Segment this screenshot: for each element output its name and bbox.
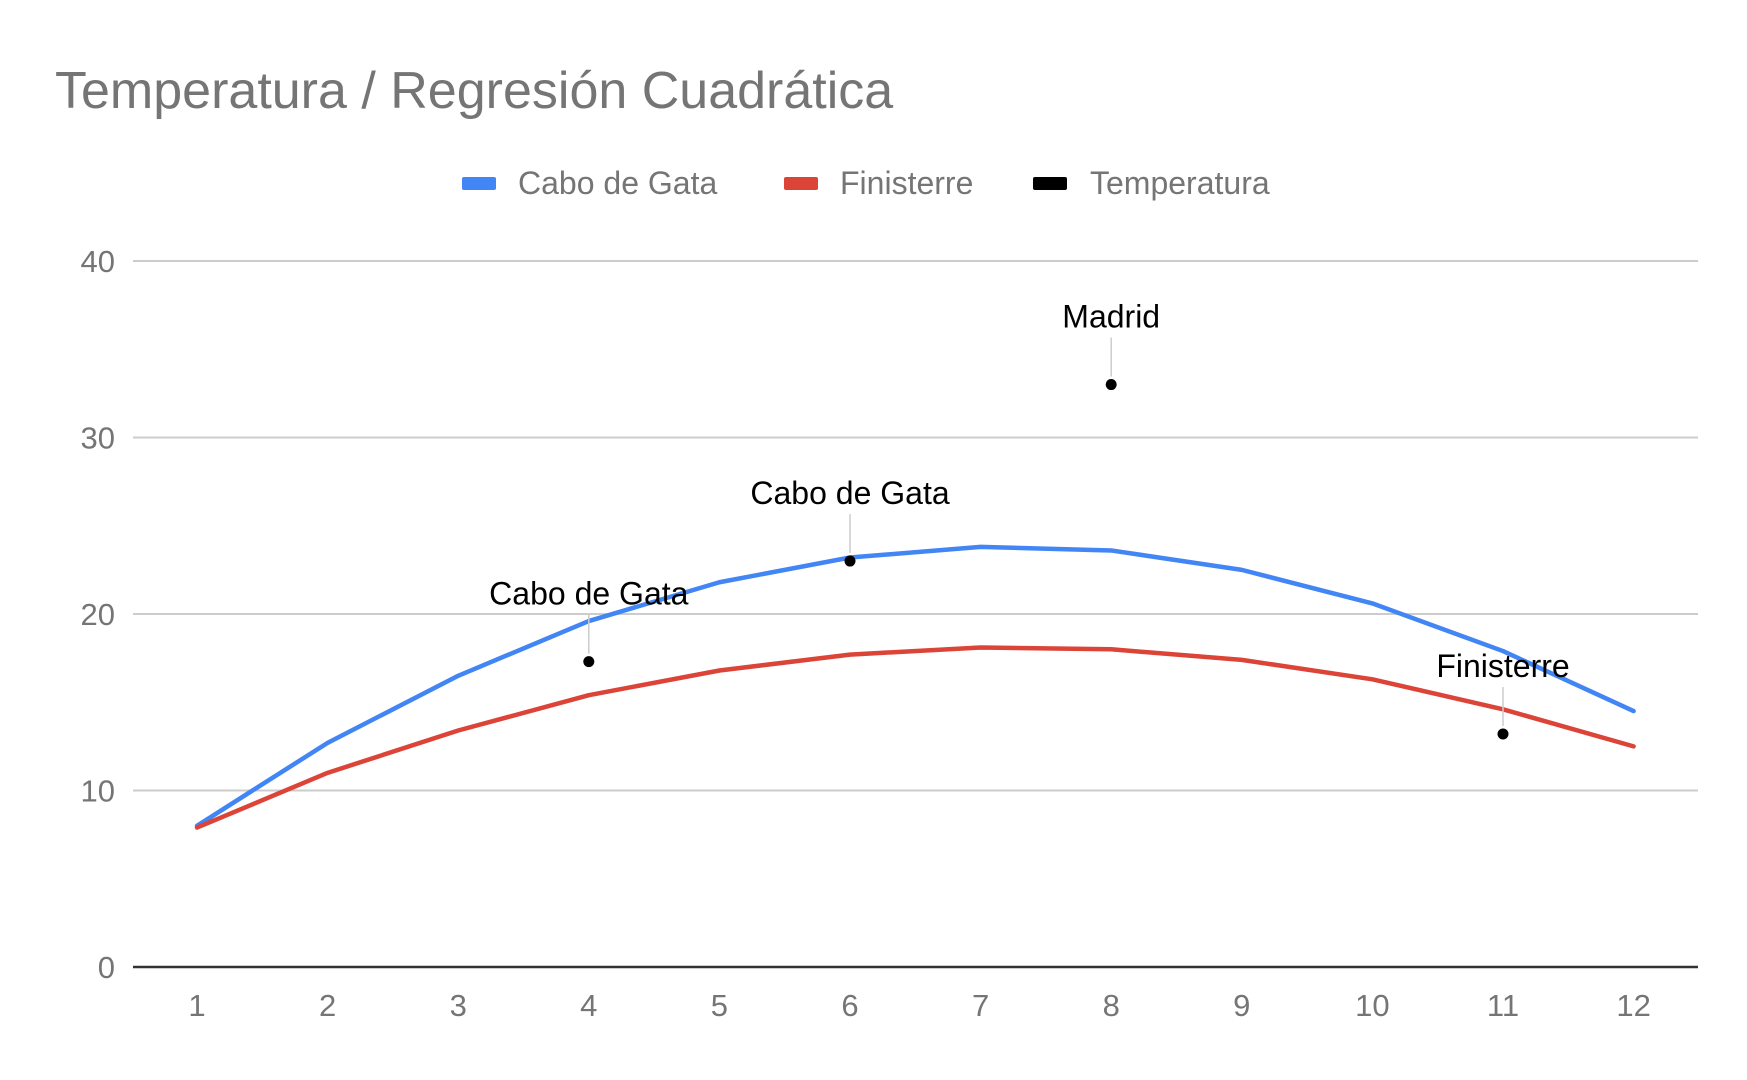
legend-label-finisterre: Finisterre (840, 165, 973, 201)
series-line-cabo-de-gata (194, 544, 1636, 829)
x-tick-label: 11 (1487, 988, 1519, 1023)
data-label: Cabo de Gata (489, 576, 688, 612)
data-point (844, 555, 856, 567)
x-axis: 1 2 3 4 5 6 7 8 9 10 11 12 (188, 988, 1650, 1023)
x-tick-label: 9 (1233, 988, 1250, 1023)
y-tick-label: 20 (81, 597, 115, 632)
legend-swatch-cabo-de-gata (462, 177, 496, 190)
legend: Cabo de Gata Finisterre Temperatura (462, 165, 1270, 201)
data-point (583, 656, 595, 668)
temperature-points: Cabo de Gata Cabo de Gata Madrid Finisterre (489, 299, 1570, 740)
y-tick-label: 40 (81, 244, 115, 279)
series-line-finisterre (194, 645, 1636, 830)
data-label: Madrid (1062, 299, 1160, 335)
legend-swatch-finisterre (784, 177, 818, 190)
x-tick-label: 6 (841, 988, 858, 1023)
data-label: Finisterre (1436, 648, 1569, 684)
x-tick-label: 3 (450, 988, 467, 1023)
legend-swatch-temperatura (1033, 177, 1067, 190)
x-tick-label: 1 (188, 988, 205, 1023)
x-tick-label: 8 (1103, 988, 1120, 1023)
data-point (1105, 379, 1117, 391)
legend-label-temperatura: Temperatura (1090, 165, 1270, 201)
y-axis: 0 10 20 30 40 (81, 244, 115, 985)
x-tick-label: 4 (580, 988, 597, 1023)
data-point (1497, 728, 1509, 740)
y-tick-label: 10 (81, 774, 115, 809)
gridlines (133, 260, 1698, 969)
data-label: Cabo de Gata (750, 475, 949, 511)
chart-title: Temperatura / Regresión Cuadrática (55, 62, 893, 120)
x-tick-label: 10 (1355, 988, 1389, 1023)
x-tick-label: 2 (319, 988, 336, 1023)
series-lines (194, 544, 1636, 830)
x-tick-label: 7 (972, 988, 989, 1023)
y-tick-label: 0 (98, 950, 115, 985)
x-tick-label: 12 (1616, 988, 1650, 1023)
legend-label-cabo-de-gata: Cabo de Gata (518, 165, 717, 201)
y-tick-label: 30 (81, 421, 115, 456)
x-tick-label: 5 (711, 988, 728, 1023)
